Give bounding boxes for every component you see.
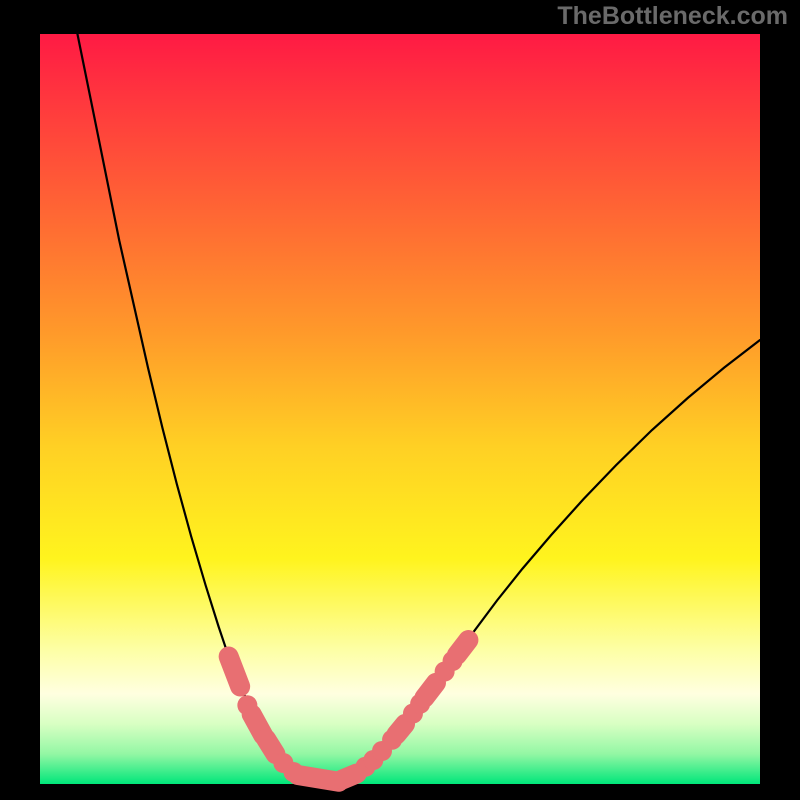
marker-capsule — [342, 774, 356, 780]
marker-capsule — [457, 640, 469, 655]
plot-background — [40, 34, 760, 784]
marker-capsule — [229, 657, 241, 687]
watermark-text: TheBottleneck.com — [557, 2, 788, 31]
chart-svg — [0, 0, 800, 800]
marker-capsule — [424, 683, 436, 698]
marker-capsule — [266, 739, 275, 754]
marker-capsule — [396, 724, 405, 735]
chart-container: { "watermark": { "text": "TheBottleneck.… — [0, 0, 800, 800]
